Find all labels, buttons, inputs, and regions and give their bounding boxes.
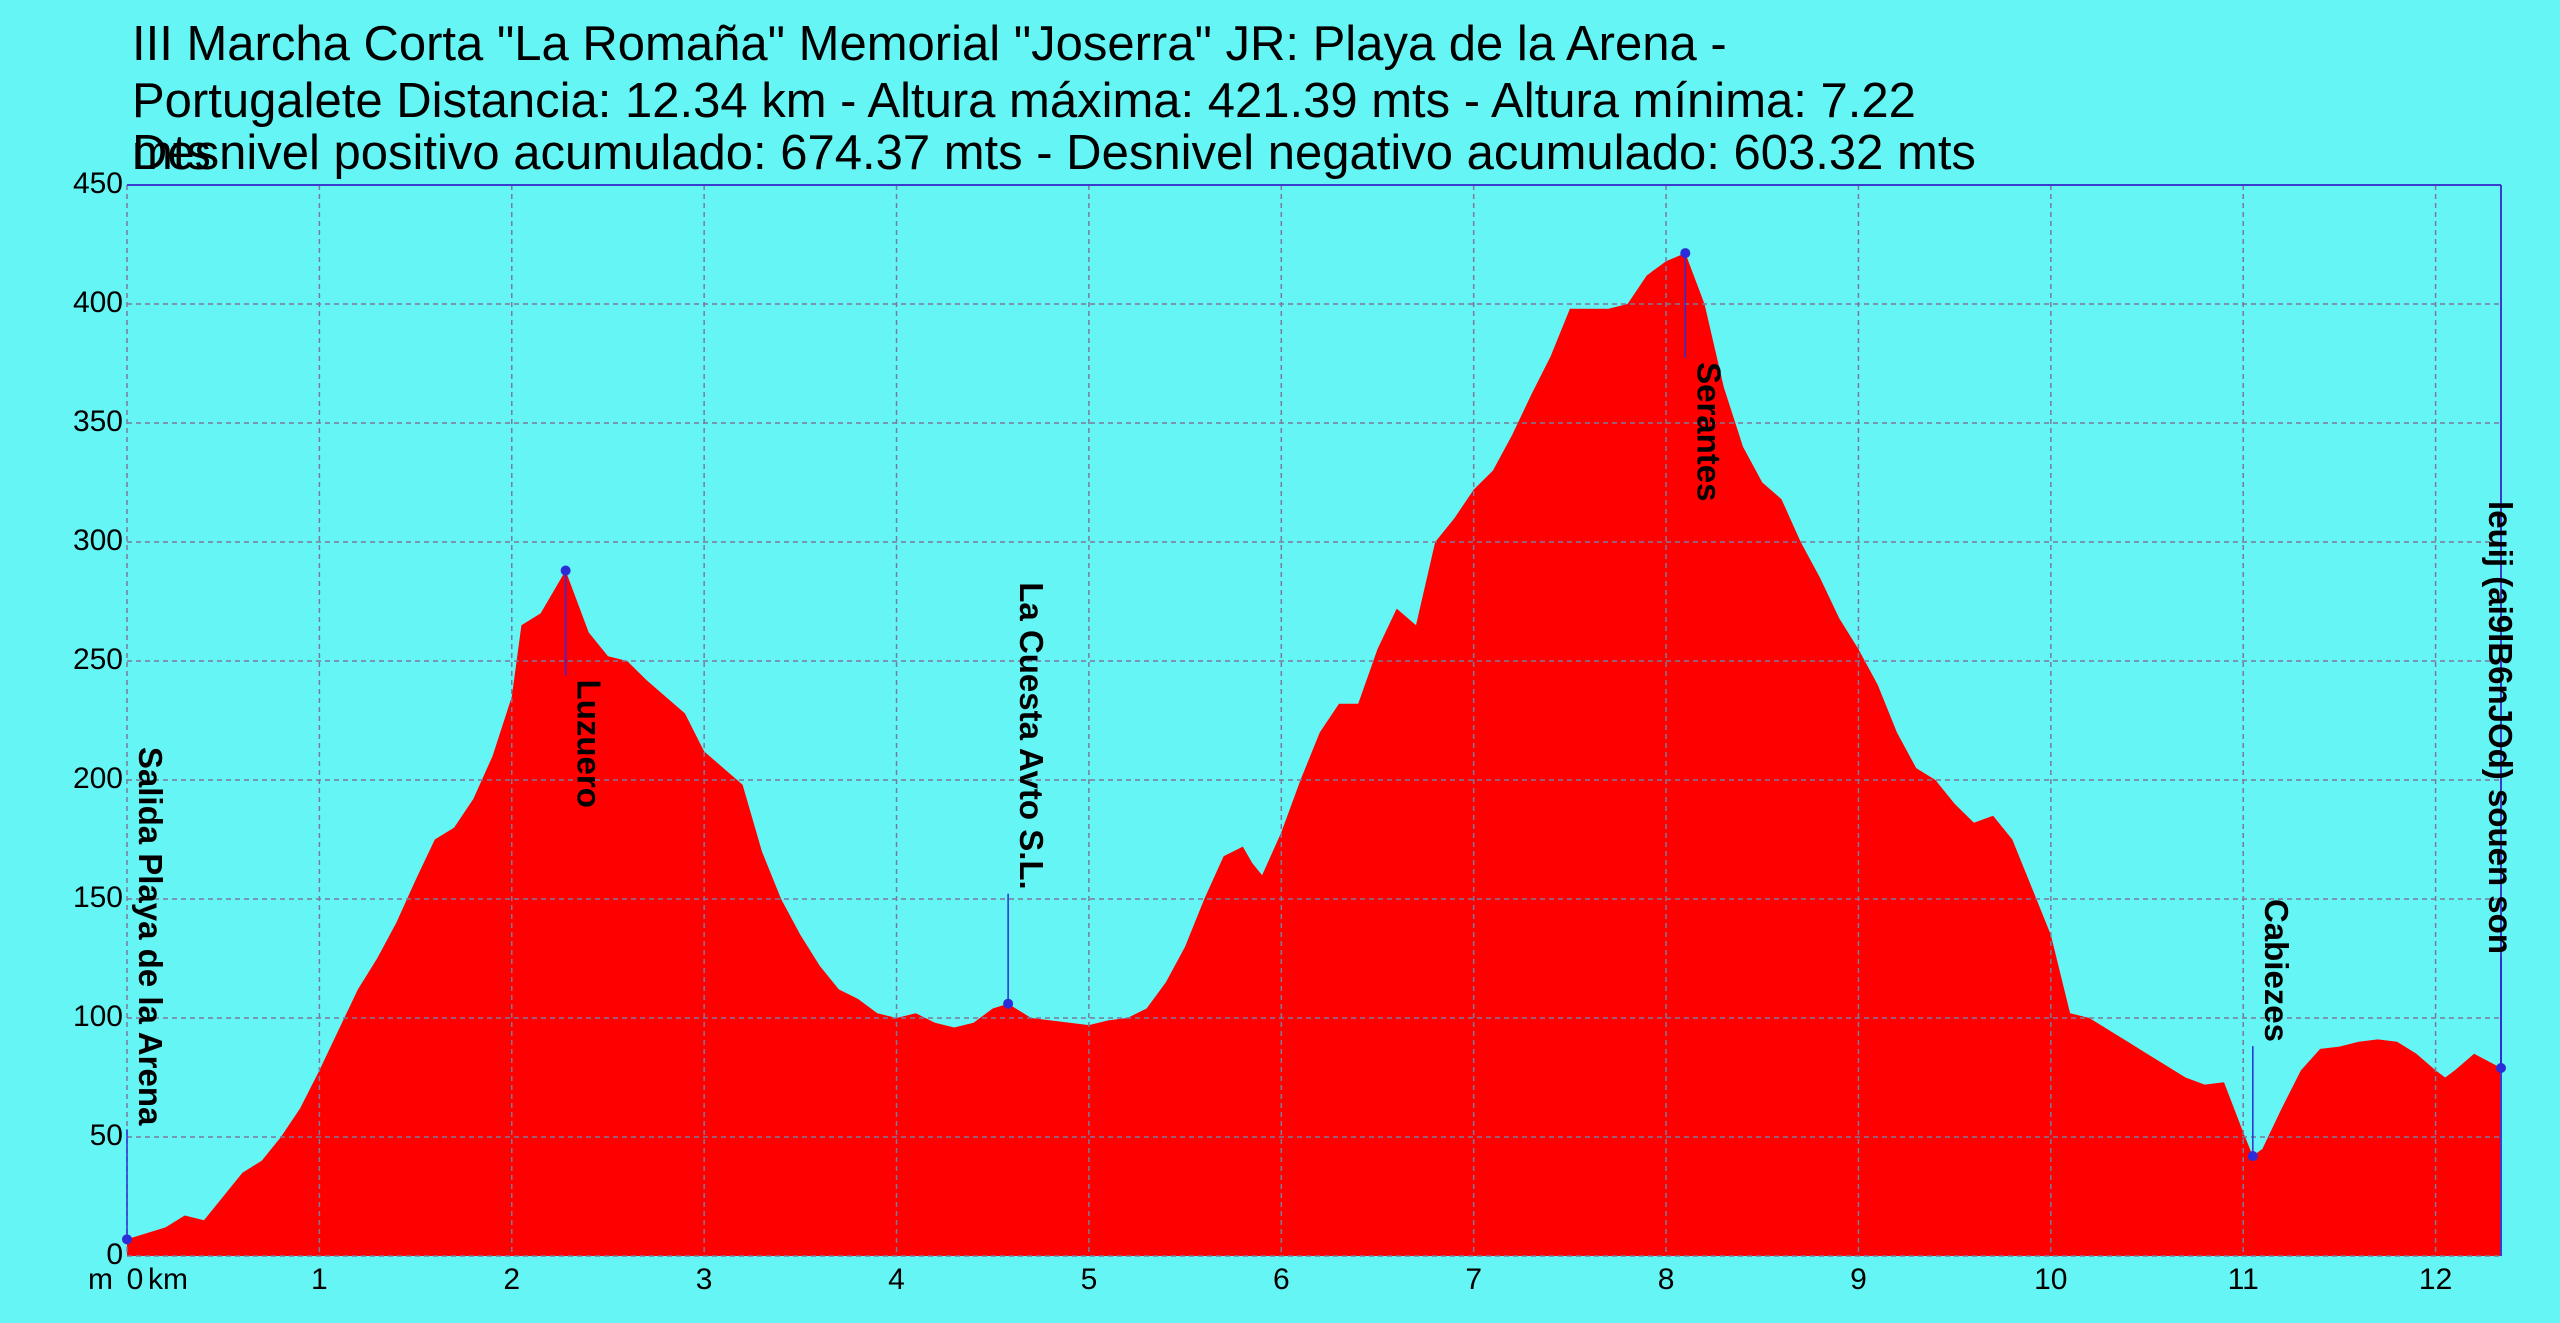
y-axis-unit: m — [88, 1263, 113, 1296]
chart-title-line: Desnivel positivo acumulado: 674.37 mts … — [132, 126, 1976, 180]
y-tick-label: 50 — [90, 1119, 123, 1152]
waypoint-label: La Cuesta Avto S.L. — [1013, 582, 1050, 889]
waypoint-label: leuij (ai9lB6nJOd) souen son — [2482, 501, 2519, 954]
waypoint-label: Cabiezes — [2258, 899, 2295, 1042]
y-tick-label: 200 — [73, 762, 123, 795]
x-tick-label: 10 — [2034, 1263, 2067, 1296]
waypoint-label: Salida Playa de la Arena — [132, 747, 169, 1126]
x-tick-label: 1 — [311, 1263, 328, 1296]
x-tick-label: 12 — [2419, 1263, 2452, 1296]
x-tick-label: 3 — [696, 1263, 713, 1296]
x-tick-label: 11 — [2228, 1263, 2259, 1296]
y-tick-label: 250 — [73, 643, 123, 676]
x-tick-label: 8 — [1658, 1263, 1675, 1296]
chart-title-line: III Marcha Corta "La Romaña" Memorial "J… — [132, 17, 1727, 71]
waypoint-marker — [1003, 998, 1014, 1009]
x-tick-label: 0 — [127, 1263, 144, 1296]
y-tick-label: 150 — [73, 881, 123, 914]
waypoint-marker — [1680, 248, 1691, 259]
waypoint-label: Luzuero — [571, 680, 608, 808]
x-tick-label: 5 — [1081, 1263, 1098, 1296]
waypoint-label: Serantes — [1690, 362, 1727, 501]
x-axis-unit: km — [148, 1263, 188, 1296]
chart-title-line: Portugalete Distancia: 12.34 km - Altura… — [132, 74, 1916, 128]
y-tick-label: 0 — [106, 1238, 123, 1271]
waypoint-marker — [560, 565, 571, 576]
chart-title-line: mts — [132, 126, 211, 180]
x-tick-label: 9 — [1850, 1263, 1867, 1296]
x-tick-label: 6 — [1273, 1263, 1290, 1296]
x-tick-label: 7 — [1465, 1263, 1482, 1296]
y-tick-label: 450 — [73, 167, 123, 200]
waypoint-marker — [122, 1234, 132, 1245]
x-tick-label: 4 — [888, 1263, 905, 1296]
waypoint-marker — [2247, 1151, 2258, 1162]
y-tick-label: 300 — [73, 524, 123, 557]
y-tick-label: 400 — [73, 286, 123, 319]
x-tick-label: 2 — [503, 1263, 520, 1296]
y-tick-label: 100 — [73, 1000, 123, 1033]
waypoint-marker — [2496, 1062, 2506, 1073]
elevation-area — [127, 253, 2501, 1257]
y-tick-label: 350 — [73, 405, 123, 438]
title-block: III Marcha Corta "La Romaña" Memorial "J… — [132, 17, 1976, 180]
